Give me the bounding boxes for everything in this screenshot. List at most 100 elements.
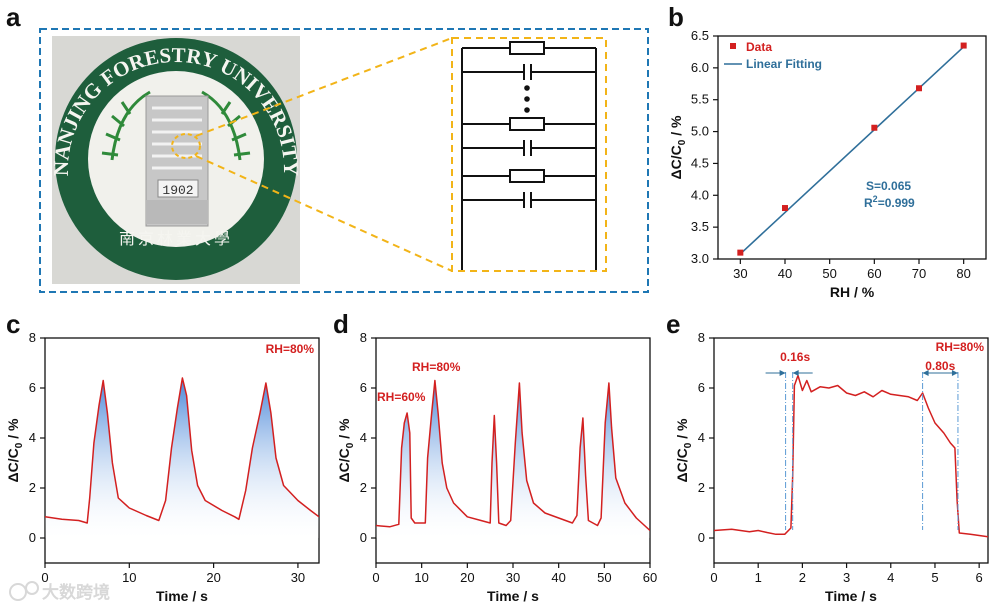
panel-a-frame (39, 28, 649, 293)
chart-d-ytick-label: 0 (360, 530, 367, 545)
chart-b-fit-line (739, 46, 965, 255)
chart-b-ytick-label: 5.0 (691, 124, 709, 139)
chart-e-recovery-time: 0.80s (925, 359, 955, 373)
chart-e-series-line (714, 374, 988, 538)
zoom-box (451, 37, 607, 272)
panel-b-label: b (668, 2, 684, 32)
chart-c-ytick-label: 0 (29, 530, 36, 545)
chart-e-ytick-label: 4 (698, 430, 705, 445)
chart-c-ytick-label: 4 (29, 430, 36, 445)
chart-c: 0 10 20 30 0 2 4 6 8 Time / s ΔC/C0 / % RH=80% (5, 330, 320, 604)
chart-d-ytick-label: 8 (360, 330, 367, 345)
chart-d-xtick-label: 10 (414, 570, 428, 585)
chart-b-legend-data: Data (746, 40, 772, 54)
chart-c-rh-label: RH=80% (266, 342, 315, 356)
chart-d: 0 10 20 30 40 50 60 0 2 4 6 8 Time / s ΔC/C0 / % RH=60… (336, 330, 657, 604)
chart-c-ytick-label: 8 (29, 330, 36, 345)
chart-b-data-point (916, 85, 922, 92)
chart-e-response-time: 0.16s (780, 350, 810, 364)
chart-c-ytick-label: 2 (29, 480, 36, 495)
chart-b-xtick-label: 60 (867, 266, 881, 281)
equivalent-circuit (461, 41, 597, 270)
zoom-line-bottom (195, 155, 453, 272)
chart-b-ytick-label: 5.5 (691, 92, 709, 107)
chart-c-plot-frame (44, 337, 320, 564)
chart-e-xtick-label: 3 (843, 570, 850, 585)
panel-c-label: c (6, 309, 20, 339)
chart-c-ylabel: ΔC/C0 / % (5, 418, 25, 482)
chart-e-xtick-label: 5 (931, 570, 938, 585)
zoom-line-top (195, 37, 453, 137)
chart-e-ytick-label: 6 (698, 380, 705, 395)
chart-b-legend-marker-data (730, 43, 736, 49)
zoom-circle (171, 133, 201, 159)
chart-e-plot-frame (713, 337, 989, 564)
panel-a-label: a (6, 2, 21, 32)
chart-c-xtick-label: 0 (41, 570, 48, 585)
chart-b-xtick-label: 80 (956, 266, 970, 281)
chart-e-response-arrowhead-right (792, 370, 799, 376)
watermark-text: 大数跨境 (42, 582, 110, 603)
chart-e-ytick-label: 8 (698, 330, 705, 345)
chart-d-rh60-label: RH=60% (377, 390, 426, 404)
chart-b-xtick-label: 50 (822, 266, 836, 281)
sensor-photo: NANJING FORESTRY UNIVERSITY 南京林業大學 1902 (49, 36, 303, 284)
chart-c-xtick-label: 30 (291, 570, 305, 585)
chart-b-ytick-label: 4.0 (691, 187, 709, 202)
chip-year: 1902 (162, 183, 193, 198)
chart-d-ytick-label: 4 (360, 430, 367, 445)
chart-d-xlabel: Time / s (487, 588, 539, 604)
chart-b-ylabel: ΔC/C0 / % (668, 115, 688, 179)
chart-b-data-point (871, 124, 878, 131)
chart-e-xtick-label: 2 (799, 570, 806, 585)
chart-d-xtick-label: 40 (551, 570, 565, 585)
chart-b-xtick-label: 70 (912, 266, 926, 281)
chart-d-xtick-label: 30 (506, 570, 520, 585)
chart-b-ytick-label: 4.5 (691, 155, 709, 170)
chart-e-ylabel: ΔC/C0 / % (674, 418, 694, 482)
chart-b-legend-fit: Linear Fitting (746, 57, 822, 71)
chart-b-xlabel: RH / % (830, 284, 875, 300)
panel-e-label: e (666, 309, 680, 339)
chart-d-ytick-label: 2 (360, 480, 367, 495)
chart-d-xtick-label: 20 (460, 570, 474, 585)
chart-c-xtick-label: 10 (122, 570, 136, 585)
chart-d-xtick-label: 0 (372, 570, 379, 585)
chart-d-xtick-label: 60 (643, 570, 657, 585)
chart-b-plot-frame (717, 35, 987, 260)
chart-b-xtick-label: 30 (733, 266, 747, 281)
chart-e-xlabel: Time / s (825, 588, 877, 604)
chart-b-r2-annotation: R2=0.999 (864, 194, 915, 210)
chart-c-area-fill (45, 378, 319, 538)
watermark: 大数跨境 (9, 581, 110, 603)
chart-c-series-line (45, 377, 319, 524)
logo-chinese-text: 南京林業大學 (119, 229, 233, 248)
chart-c-ytick-label: 6 (29, 380, 36, 395)
chart-d-xtick-label: 50 (597, 570, 611, 585)
circuit-ellipsis (524, 85, 530, 113)
chart-b-xtick-label: 40 (778, 266, 792, 281)
chart-e-xtick-label: 1 (755, 570, 762, 585)
chart-b: 30 40 50 60 70 80 3.0 3.5 4.0 4.5 5.0 5.5 6.0 6.5 RH /… (668, 28, 987, 300)
chart-e-xtick-label: 4 (887, 570, 894, 585)
chart-e-ytick-label: 2 (698, 480, 705, 495)
chart-b-data-point (782, 205, 788, 212)
chart-d-ytick-label: 6 (360, 380, 367, 395)
chart-b-ytick-label: 3.5 (691, 219, 709, 234)
chart-c-xlabel: Time / s (156, 588, 208, 604)
chart-e: 0 1 2 3 4 5 6 0 2 4 6 8 Time / s ΔC/C0 / % 0.16s 0.80s R… (674, 330, 989, 604)
chart-d-area-fill (376, 380, 650, 538)
chart-b-data-point (960, 42, 967, 49)
chart-e-recovery-arrowhead-right (951, 370, 958, 376)
chart-d-ylabel: ΔC/C0 / % (336, 418, 356, 482)
chart-b-ytick-label: 6.0 (691, 60, 709, 75)
chart-b-slope-annotation: S=0.065 (866, 179, 911, 193)
chart-d-rh80-label: RH=80% (412, 360, 461, 374)
chart-b-ytick-label: 3.0 (691, 251, 709, 266)
chart-e-xtick-label: 0 (710, 570, 717, 585)
panel-d-label: d (333, 309, 349, 339)
chart-d-series-line (376, 379, 650, 532)
chart-c-xtick-label: 20 (206, 570, 220, 585)
chart-e-recovery-arrowhead-left (922, 370, 929, 376)
